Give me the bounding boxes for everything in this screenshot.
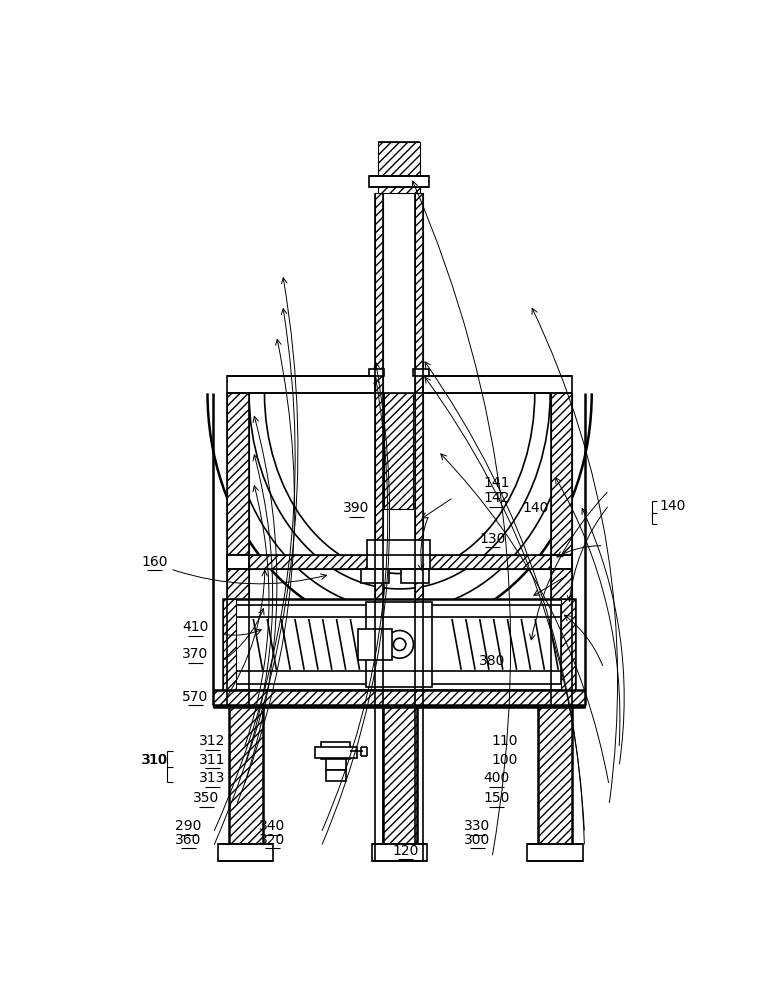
Bar xyxy=(375,193,382,705)
Text: 141: 141 xyxy=(483,476,509,490)
Bar xyxy=(382,705,417,844)
Bar xyxy=(423,376,572,393)
Text: 360: 360 xyxy=(175,833,201,847)
Circle shape xyxy=(386,631,414,658)
Bar xyxy=(551,555,572,569)
Text: 340: 340 xyxy=(259,819,285,833)
Text: 410: 410 xyxy=(182,620,209,634)
Text: 110: 110 xyxy=(491,734,517,748)
Bar xyxy=(368,369,384,376)
Bar xyxy=(249,555,551,569)
Text: 312: 312 xyxy=(199,734,225,748)
Text: 140: 140 xyxy=(523,501,549,515)
Text: 370: 370 xyxy=(182,647,209,661)
Bar xyxy=(415,193,423,705)
Circle shape xyxy=(393,638,406,651)
Bar xyxy=(572,705,585,707)
Bar xyxy=(321,742,351,759)
Text: 320: 320 xyxy=(259,833,285,847)
Bar xyxy=(372,844,428,861)
Bar xyxy=(223,599,575,690)
Bar xyxy=(527,844,583,861)
Text: 380: 380 xyxy=(479,654,506,668)
Bar xyxy=(367,540,431,569)
Bar xyxy=(366,602,432,687)
Bar xyxy=(326,770,346,781)
Text: 290: 290 xyxy=(175,819,201,833)
Text: 400: 400 xyxy=(483,771,509,785)
Text: 390: 390 xyxy=(343,501,369,515)
Bar xyxy=(227,393,249,705)
Text: 100: 100 xyxy=(491,753,517,767)
Text: 300: 300 xyxy=(464,833,490,847)
Text: 310: 310 xyxy=(142,753,168,767)
Bar xyxy=(213,690,585,707)
Bar xyxy=(414,369,429,376)
Bar xyxy=(213,705,227,707)
Bar xyxy=(227,376,375,393)
Text: 330: 330 xyxy=(464,819,490,833)
Text: 570: 570 xyxy=(182,690,209,704)
Text: 313: 313 xyxy=(199,771,225,785)
Text: 142: 142 xyxy=(483,491,509,505)
Bar xyxy=(229,705,263,844)
Text: 130: 130 xyxy=(479,532,506,546)
Bar xyxy=(236,605,562,684)
Bar xyxy=(218,844,273,861)
Bar xyxy=(378,142,420,193)
Bar xyxy=(368,176,429,187)
Bar xyxy=(326,759,346,770)
Text: 350: 350 xyxy=(193,791,219,805)
Bar xyxy=(315,747,357,758)
Bar xyxy=(551,393,572,705)
Text: 160: 160 xyxy=(141,555,167,569)
Bar xyxy=(223,599,236,690)
Text: 150: 150 xyxy=(483,791,509,805)
Text: 140: 140 xyxy=(660,499,686,513)
Bar xyxy=(384,393,414,509)
Text: 311: 311 xyxy=(199,753,225,767)
Bar xyxy=(401,569,429,583)
Bar xyxy=(562,599,575,690)
Text: 120: 120 xyxy=(392,844,418,858)
Bar xyxy=(361,569,389,583)
Bar xyxy=(538,705,572,844)
Bar xyxy=(227,555,249,569)
Text: 310: 310 xyxy=(141,753,167,767)
Bar xyxy=(358,629,392,660)
